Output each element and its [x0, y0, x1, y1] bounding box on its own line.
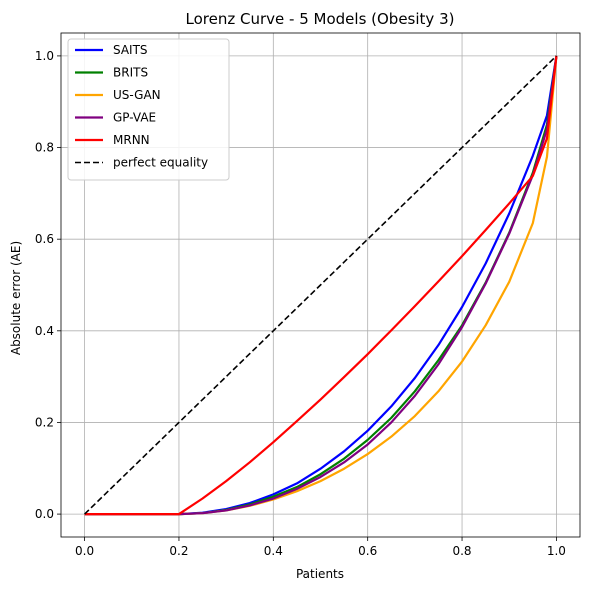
- legend-label-mrnn: MRNN: [113, 133, 150, 147]
- series-line-gp-vae: [84, 55, 558, 516]
- y-tick-label: 0.8: [35, 141, 54, 155]
- x-tick-label: 0.2: [169, 544, 188, 558]
- legend-label-perfect-equality: perfect equality: [113, 156, 208, 170]
- legend-label-brits: BRITS: [113, 66, 148, 80]
- grid-lines: [61, 33, 580, 537]
- x-tick-label: 0.6: [358, 544, 377, 558]
- y-tick-label: 0.4: [35, 324, 54, 338]
- y-tick-label: 0.0: [35, 507, 54, 521]
- y-tick-label: 1.0: [35, 49, 54, 63]
- chart-title: Lorenz Curve - 5 Models (Obesity 3): [186, 10, 455, 28]
- x-axis-label: Patients: [296, 567, 344, 581]
- y-tick-label: 0.2: [35, 415, 54, 429]
- legend-box: [67, 38, 230, 181]
- x-tick-label: 0.0: [75, 544, 94, 558]
- legend-label-us-gan: US-GAN: [113, 88, 161, 102]
- series-line-mrnn: [84, 55, 558, 516]
- legend: SAITS BRITS US-GAN GP-VAE MRNN perfect equali…: [67, 38, 230, 181]
- legend-label-saits: SAITS: [113, 43, 148, 57]
- plot-frame: [60, 32, 581, 538]
- x-tick-label: 1.0: [547, 544, 566, 558]
- series-layer: [84, 55, 558, 516]
- legend-label-gp-vae: GP-VAE: [113, 111, 156, 125]
- x-tick-label: 0.8: [452, 544, 471, 558]
- y-tick-label: 0.6: [35, 232, 54, 246]
- y-axis-label: Absolute error (AE): [9, 241, 23, 355]
- axis-ticks: 0.0 0.2 0.4 0.6 0.8 1.0 0.0 0.2 0.4 0.6 0.8 1.0: [35, 49, 566, 558]
- x-tick-label: 0.4: [264, 544, 283, 558]
